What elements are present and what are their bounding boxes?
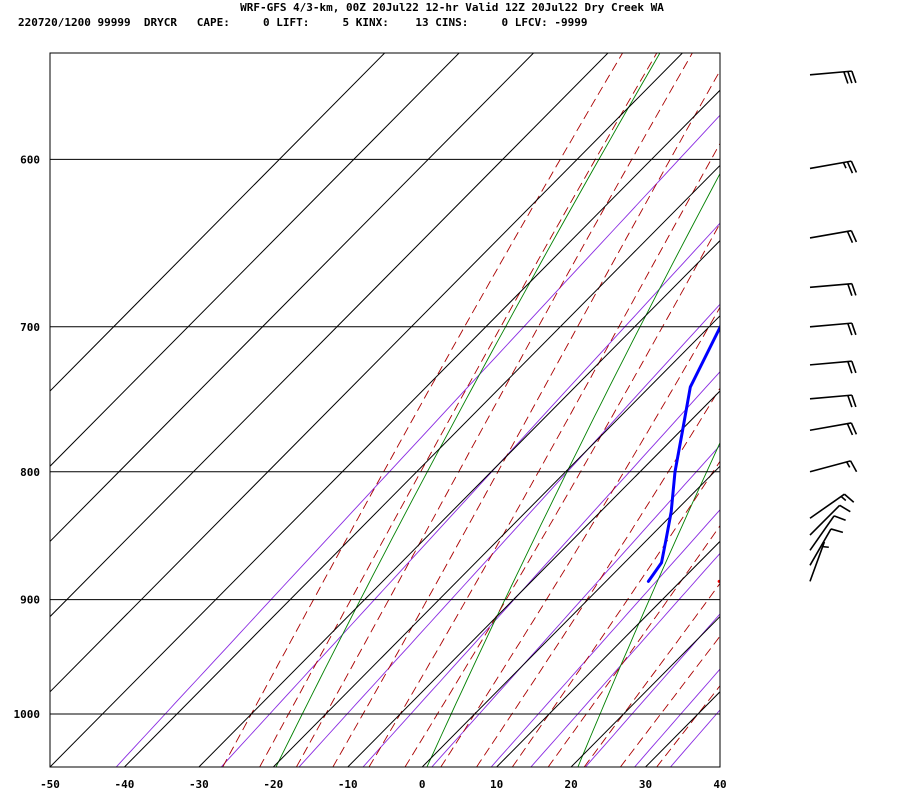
moist-adiabat-line: [620, 635, 720, 767]
dry-adiabat-line: [729, 0, 900, 767]
wind-barb: [809, 422, 858, 436]
pressure-tick-label: 1000: [14, 708, 41, 721]
isotherms: [50, 53, 720, 767]
temperature-tick-label: 30: [639, 778, 652, 791]
temperature-tick-label: -40: [115, 778, 135, 791]
wind-barb: [809, 528, 844, 566]
isotherm-line: [50, 53, 609, 618]
temperature-trace: [717, 579, 720, 583]
temperature-tick-label: -30: [189, 778, 209, 791]
isotherm-line: [347, 390, 720, 767]
pressure-tick-label: 900: [20, 594, 40, 607]
wind-barb: [809, 322, 857, 336]
isotherm-line: [198, 239, 720, 767]
wind-barb: [809, 70, 857, 84]
mixing-ratio-line: [115, 114, 720, 767]
mixing-ratio-line: [585, 613, 720, 767]
mixing-ratio-line: [490, 509, 720, 767]
isotherm-line: [496, 540, 720, 767]
wind-barb: [809, 282, 857, 296]
isotherm-line: [421, 465, 720, 767]
mixing-ratio-line: [530, 552, 720, 767]
chart-title: WRF-GFS 4/3-km, 00Z 20Jul22 12-hr Valid …: [240, 1, 664, 14]
dry-adiabat-line: [880, 0, 900, 767]
moist-adiabat-line: [511, 460, 720, 767]
isotherm-line: [50, 89, 720, 767]
wind-barb: [809, 160, 858, 174]
pressure-tick-label: 600: [20, 153, 40, 166]
plot-area: [50, 0, 900, 767]
dewpoint-trace: [646, 324, 720, 583]
dry-adiabat-line: [577, 441, 720, 767]
mixing-ratio-line: [634, 668, 720, 767]
moist-adiabat-line: [476, 387, 720, 767]
mixing-ratio-line: [362, 371, 720, 767]
mixing-ratio-line: [298, 303, 720, 767]
temperature-tick-label: 0: [419, 778, 426, 791]
mixing-ratio-line: [670, 709, 720, 767]
isotherm-line: [719, 766, 720, 767]
moist-adiabat-line: [440, 306, 720, 767]
pressure-tick-label: 700: [20, 321, 40, 334]
wind-barb: [809, 229, 858, 243]
dry-adiabat-line: [275, 53, 661, 767]
temperature-tick-label: -10: [338, 778, 358, 791]
temperature-axis-labels: -50 -40 -30 -20 -10 0 10 20 30 40: [40, 778, 727, 791]
plot-frame: [49, 52, 721, 768]
mixing-ratio-line: [220, 222, 720, 767]
sounding-series: [646, 324, 720, 583]
wind-barb: [809, 394, 857, 408]
moist-adiabat-line: [222, 53, 624, 767]
wind-barbs: [809, 70, 858, 582]
isobars: [50, 158, 720, 715]
moist-adiabat-line: [368, 142, 720, 767]
temperature-tick-label: 10: [490, 778, 503, 791]
wind-barb: [809, 504, 851, 536]
isotherm-line: [50, 53, 386, 392]
mixing-ratio-lines: [115, 114, 720, 767]
temperature-tick-label: 40: [713, 778, 726, 791]
dry-adiabats: [275, 0, 900, 767]
isotherm-line: [50, 53, 684, 693]
wind-barb: [809, 360, 857, 374]
temperature-tick-label: 20: [564, 778, 577, 791]
temperature-tick-label: -50: [40, 778, 60, 791]
pressure-tick-label: 800: [20, 466, 40, 479]
moist-adiabat-line: [332, 69, 720, 767]
moist-adiabat-line: [583, 582, 720, 767]
moist-adiabats: [222, 53, 720, 767]
isotherm-line: [272, 315, 720, 767]
temperature-tick-label: -20: [263, 778, 283, 791]
wind-barb: [809, 460, 858, 473]
wind-barb: [809, 541, 829, 582]
isotherm-line: [50, 53, 460, 467]
wind-barb: [809, 493, 855, 519]
isotherm-line: [645, 691, 720, 767]
isotherm-line: [124, 164, 720, 767]
mixing-ratio-line: [431, 444, 720, 767]
moist-adiabat-line: [404, 222, 720, 767]
isotherm-line: [50, 53, 535, 543]
moist-adiabat-line: [547, 524, 720, 767]
pressure-axis-labels: 4005006007008009001000: [14, 153, 41, 721]
moist-adiabat-line: [296, 53, 693, 767]
wind-barb: [809, 515, 846, 551]
moist-adiabat-line: [259, 53, 658, 767]
dry-adiabat-line: [426, 172, 720, 767]
indices-line: 220720/1200 99999 DRYCR CAPE: 0 LIFT: 5 …: [18, 16, 588, 29]
